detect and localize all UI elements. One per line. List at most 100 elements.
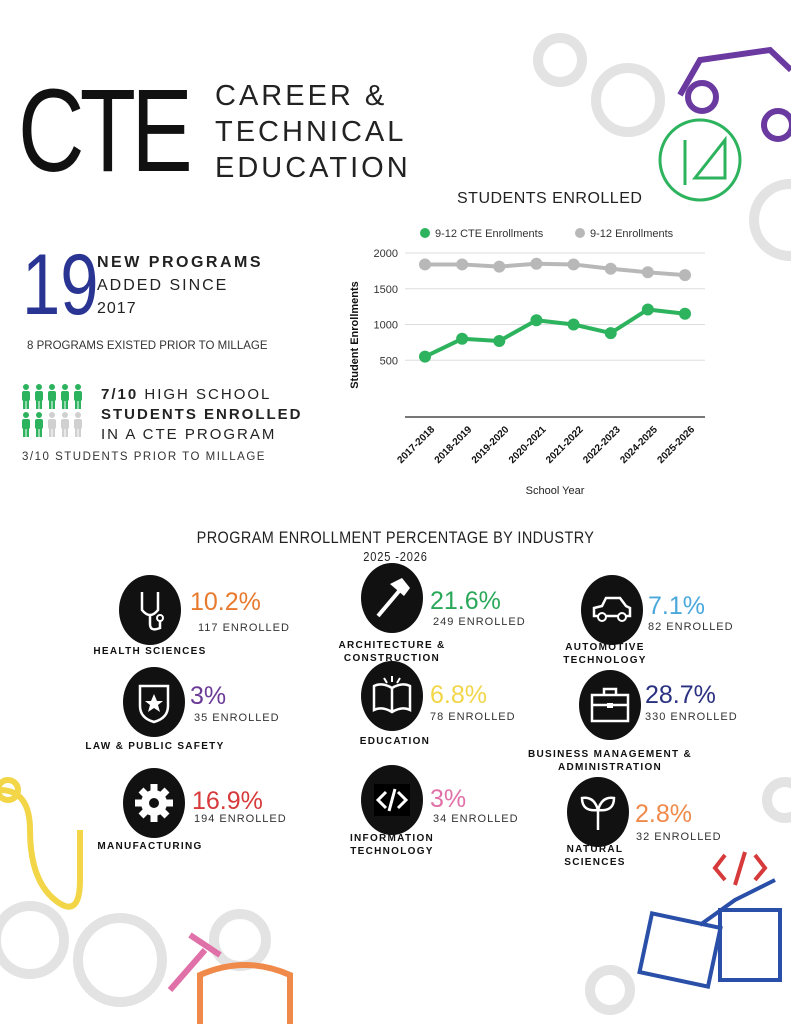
data-point (419, 350, 431, 363)
industry-label-line-2: CONSTRUCTION (343, 653, 441, 664)
series-line (424, 307, 686, 359)
industry-percentage: 2.8% (635, 800, 692, 828)
hammer-illustration-icon (167, 932, 222, 992)
students-line-1: HIGH SCHOOL (144, 386, 272, 403)
programs-note: 8 PROGRAMS EXISTED PRIOR TO MILLAGE (27, 340, 268, 352)
header-line-2: TECHNICAL (215, 116, 407, 148)
programs-line-1: NEW PROGRAMS (97, 254, 263, 271)
industry-label-line-1: MANUFACTURING (97, 841, 203, 852)
hammer-icon (361, 563, 423, 633)
legend-label: 9-12 CTE Enrollments (435, 228, 544, 240)
briefcase-icon (579, 670, 641, 740)
gear-decoration-icon (591, 63, 665, 137)
data-point (456, 332, 469, 345)
data-point (530, 257, 543, 270)
industry-percentage: 3% (430, 785, 467, 813)
car-icon (581, 575, 643, 645)
x-tick-label: 2024-2025 (618, 424, 660, 466)
students-pictogram (22, 384, 82, 437)
industry-label-line-2: SCIENCES (564, 857, 626, 868)
students-line-3: IN A CTE PROGRAM (101, 426, 277, 443)
x-tick-label: 2019-2020 (470, 424, 512, 466)
y-axis-label: Student Enrollments (349, 281, 361, 389)
students-fraction: 7/10 (101, 386, 139, 403)
industry-enrolled: 117 ENROLLED (198, 622, 290, 634)
person-icon (48, 384, 56, 409)
x-tick-label: 2021-2022 (544, 424, 586, 466)
industry-enrolled: 32 ENROLLED (636, 831, 722, 843)
industry-label: MANUFACTURING (60, 840, 240, 853)
person-icon (61, 412, 69, 437)
industry-label-line-1: LAW & PUBLIC SAFETY (85, 741, 225, 752)
industry-label-line-1: ARCHITECTURE & (338, 640, 446, 651)
industry-enrolled: 35 ENROLLED (194, 712, 280, 724)
data-point (493, 260, 506, 273)
data-point (641, 266, 654, 279)
x-tick-label: 2017-2018 (396, 424, 438, 466)
code-illustration-icon (712, 851, 768, 886)
enrollment-line-chart: 500 1000 1500 2000 2017-20182018-20192019-20… (349, 228, 705, 497)
industry-label: HEALTH SCIENCES (60, 645, 240, 658)
data-point (641, 303, 654, 316)
industry-percentage: 21.6% (430, 587, 501, 615)
car-illustration-icon (677, 46, 791, 142)
industry-label-line-2: TECHNOLOGY (563, 655, 647, 666)
industry-label: EDUCATION (330, 735, 460, 748)
ruler-pencil-illustration-icon (658, 118, 742, 202)
industry-enrolled: 194 ENROLLED (194, 813, 287, 825)
gear-decoration-icon (0, 901, 69, 979)
y-tick-label: 2000 (374, 248, 398, 260)
data-point (493, 334, 506, 347)
industry-label-line-1: NATURAL (566, 844, 624, 855)
programs-line-3: 2017 (97, 300, 137, 317)
industry-percentage: 10.2% (190, 588, 261, 616)
industry-label: LAW & PUBLIC SAFETY (60, 740, 250, 753)
data-point (604, 327, 617, 340)
y-tick-label: 1500 (374, 284, 398, 296)
industry-label-line-1: HEALTH SCIENCES (93, 646, 207, 657)
series-line (425, 261, 686, 278)
industry-percentage: 3% (190, 682, 227, 710)
industry-enrolled: 82 ENROLLED (648, 621, 734, 633)
person-icon (35, 412, 43, 437)
legend-marker (420, 228, 430, 238)
data-point (456, 258, 469, 271)
students-line-2: STUDENTS ENROLLED (101, 406, 303, 423)
legend-marker (575, 228, 585, 238)
person-icon (74, 412, 82, 437)
stethoscope-illustration-icon (0, 777, 83, 910)
programs-line-2: ADDED SINCE (97, 277, 229, 294)
code-icon (361, 765, 423, 835)
badge-illustration-icon (197, 962, 293, 1024)
industry-enrolled: 249 ENROLLED (433, 616, 526, 628)
sprout-icon (567, 777, 629, 847)
industry-enrolled: 330 ENROLLED (645, 711, 738, 723)
industry-label-line-1: BUSINESS MANAGEMENT & (528, 749, 692, 760)
gear-icon (123, 768, 185, 838)
header-line-1: CAREER & (215, 80, 388, 112)
industry-year: 2025 -2026 (363, 549, 428, 564)
x-tick-label: 2020-2021 (507, 424, 549, 466)
data-point (419, 258, 431, 271)
x-tick-label: 2025-2026 (656, 424, 698, 466)
badge-icon (123, 667, 185, 737)
industry-label-line-2: TECHNOLOGY (350, 846, 434, 857)
students-line-1-row: 7/10 HIGH SCHOOL (101, 386, 271, 403)
book-icon (361, 661, 423, 731)
gear-decoration-icon (749, 179, 791, 261)
chart-illustration-icon (637, 878, 782, 989)
industry-label: BUSINESS MANAGEMENT & ADMINISTRATION (510, 748, 710, 774)
gear-decoration-icon (585, 965, 635, 1015)
chart-title: STUDENTS ENROLLED (457, 190, 643, 207)
cte-logo: CTE (18, 65, 193, 197)
person-icon (22, 384, 30, 409)
industry-percentage: 16.9% (192, 787, 263, 815)
gear-decoration-icon (73, 913, 167, 1007)
industry-label-line-1: EDUCATION (359, 736, 431, 747)
industry-label-line-2: ADMINISTRATION (557, 762, 663, 773)
data-point (567, 258, 580, 271)
industry-label: INFORMATION TECHNOLOGY (322, 832, 462, 858)
data-point (679, 307, 691, 320)
y-tick-label: 500 (380, 355, 398, 367)
x-tick-label: 2022-2023 (581, 424, 623, 466)
